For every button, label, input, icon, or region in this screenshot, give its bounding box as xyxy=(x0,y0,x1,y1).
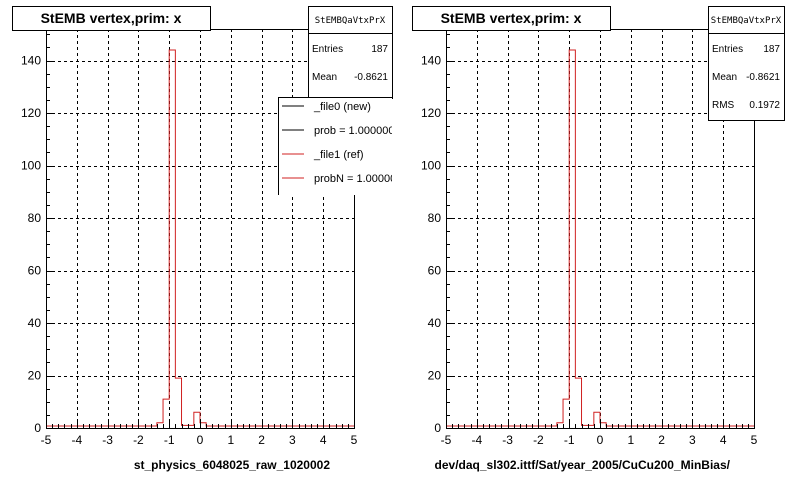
legend-entry-label: _file0 (new) xyxy=(313,101,371,113)
legend-entry-label: probN = 1.000000 xyxy=(314,173,402,185)
x-tick-label: 4 xyxy=(720,433,727,447)
y-tick-label: 20 xyxy=(428,369,442,383)
chart-title: StEMB vertex,prim: x xyxy=(41,10,182,26)
x-tick-label: -1 xyxy=(164,433,175,447)
chart-title: StEMB vertex,prim: x xyxy=(441,10,582,26)
x-axis-label: st_physics_6048025_raw_1020002 xyxy=(134,458,330,472)
y-tick-label: 120 xyxy=(421,106,441,120)
y-tick-label: 60 xyxy=(428,264,442,278)
x-tick-label: -5 xyxy=(41,433,52,447)
x-tick-label: -3 xyxy=(502,433,513,447)
legend-entry-label: prob = 1.000000 xyxy=(314,125,394,137)
histogram-series-outline xyxy=(446,49,754,427)
x-tick-label: 0 xyxy=(597,433,604,447)
title-box xyxy=(412,6,611,31)
stats-name: StEMBQaVtxPrX xyxy=(315,16,386,26)
y-axis: 0 20 40 60 80 100 120 140 xyxy=(421,34,455,435)
stats-label: RMS xyxy=(712,100,735,111)
stats-label: Mean xyxy=(312,72,337,83)
x-tick-label: -1 xyxy=(564,433,575,447)
y-tick-label: 140 xyxy=(21,54,41,68)
stats-box-frame xyxy=(708,6,785,121)
x-tick-label: 1 xyxy=(627,433,634,447)
legend-entry-label: _file1 (ref) xyxy=(313,149,364,161)
y-tick-label: 120 xyxy=(21,106,41,120)
stats-box: StEMBQaVtxPrX Entries 187 Mean -0.8621 RMS 0.1… xyxy=(708,6,785,121)
x-tick-label: -4 xyxy=(471,433,482,447)
x-axis: -5 -4 -3 -2 -1 0 1 2 3 4 5 xyxy=(441,419,758,447)
stats-value: -0.8621 xyxy=(354,72,388,83)
histogram-panel-1: -5 -4 -3 -2 -1 0 1 2 3 4 5 0 20 40 60 80 100 120 140 st_phy… xyxy=(12,6,402,472)
x-tick-label: 4 xyxy=(320,433,327,447)
histogram-panel-2: -5 -4 -3 -2 -1 0 1 2 3 4 5 0 20 40 60 80 100 120 140 dev/da… xyxy=(412,6,785,472)
legend: _file0 (new) prob = 1.000000 _file1 (ref) p… xyxy=(278,97,402,195)
x-tick-label: 3 xyxy=(289,433,296,447)
x-axis: -5 -4 -3 -2 -1 0 1 2 3 4 5 xyxy=(41,419,358,447)
legend-frame xyxy=(278,97,392,195)
y-tick-label: 60 xyxy=(28,264,42,278)
y-tick-label: 0 xyxy=(434,421,441,435)
y-tick-label: 80 xyxy=(28,211,42,225)
x-tick-label: 2 xyxy=(258,433,265,447)
stats-box-frame xyxy=(308,6,393,99)
x-tick-label: 1 xyxy=(227,433,234,447)
x-tick-label: -2 xyxy=(133,433,144,447)
y-tick-label: 100 xyxy=(21,159,41,173)
stats-label: Mean xyxy=(712,72,737,83)
y-tick-label: 20 xyxy=(28,369,42,383)
stats-value: 187 xyxy=(763,44,780,55)
x-tick-label: 0 xyxy=(197,433,204,447)
stats-value: -0.8621 xyxy=(746,72,780,83)
stats-label: Entries xyxy=(712,44,743,55)
x-tick-label: 2 xyxy=(658,433,665,447)
stats-box: StEMBQaVtxPrX Entries 187 Mean -0.8621 xyxy=(308,6,393,99)
stats-name: StEMBQaVtxPrX xyxy=(711,16,782,26)
title-box xyxy=(12,6,211,31)
x-tick-label: -5 xyxy=(441,433,452,447)
x-tick-label: -4 xyxy=(71,433,82,447)
stats-value: 187 xyxy=(371,44,388,55)
stats-value: 0.1972 xyxy=(749,100,780,111)
x-tick-label: -3 xyxy=(102,433,113,447)
x-tick-label: 3 xyxy=(689,433,696,447)
y-tick-label: 140 xyxy=(421,54,441,68)
y-tick-label: 100 xyxy=(421,159,441,173)
x-tick-label: -2 xyxy=(533,433,544,447)
stats-label: Entries xyxy=(312,44,343,55)
histogram-series-outline xyxy=(46,49,354,427)
x-tick-label: 5 xyxy=(751,433,758,447)
y-tick-label: 80 xyxy=(428,211,442,225)
y-tick-label: 0 xyxy=(34,421,41,435)
y-tick-label: 40 xyxy=(28,316,42,330)
y-tick-label: 40 xyxy=(428,316,442,330)
y-axis: 0 20 40 60 80 100 120 140 xyxy=(21,34,55,435)
x-tick-label: 5 xyxy=(351,433,358,447)
x-axis-label: dev/daq_sl302.ittf/Sat/year_2005/CuCu200… xyxy=(435,458,731,472)
